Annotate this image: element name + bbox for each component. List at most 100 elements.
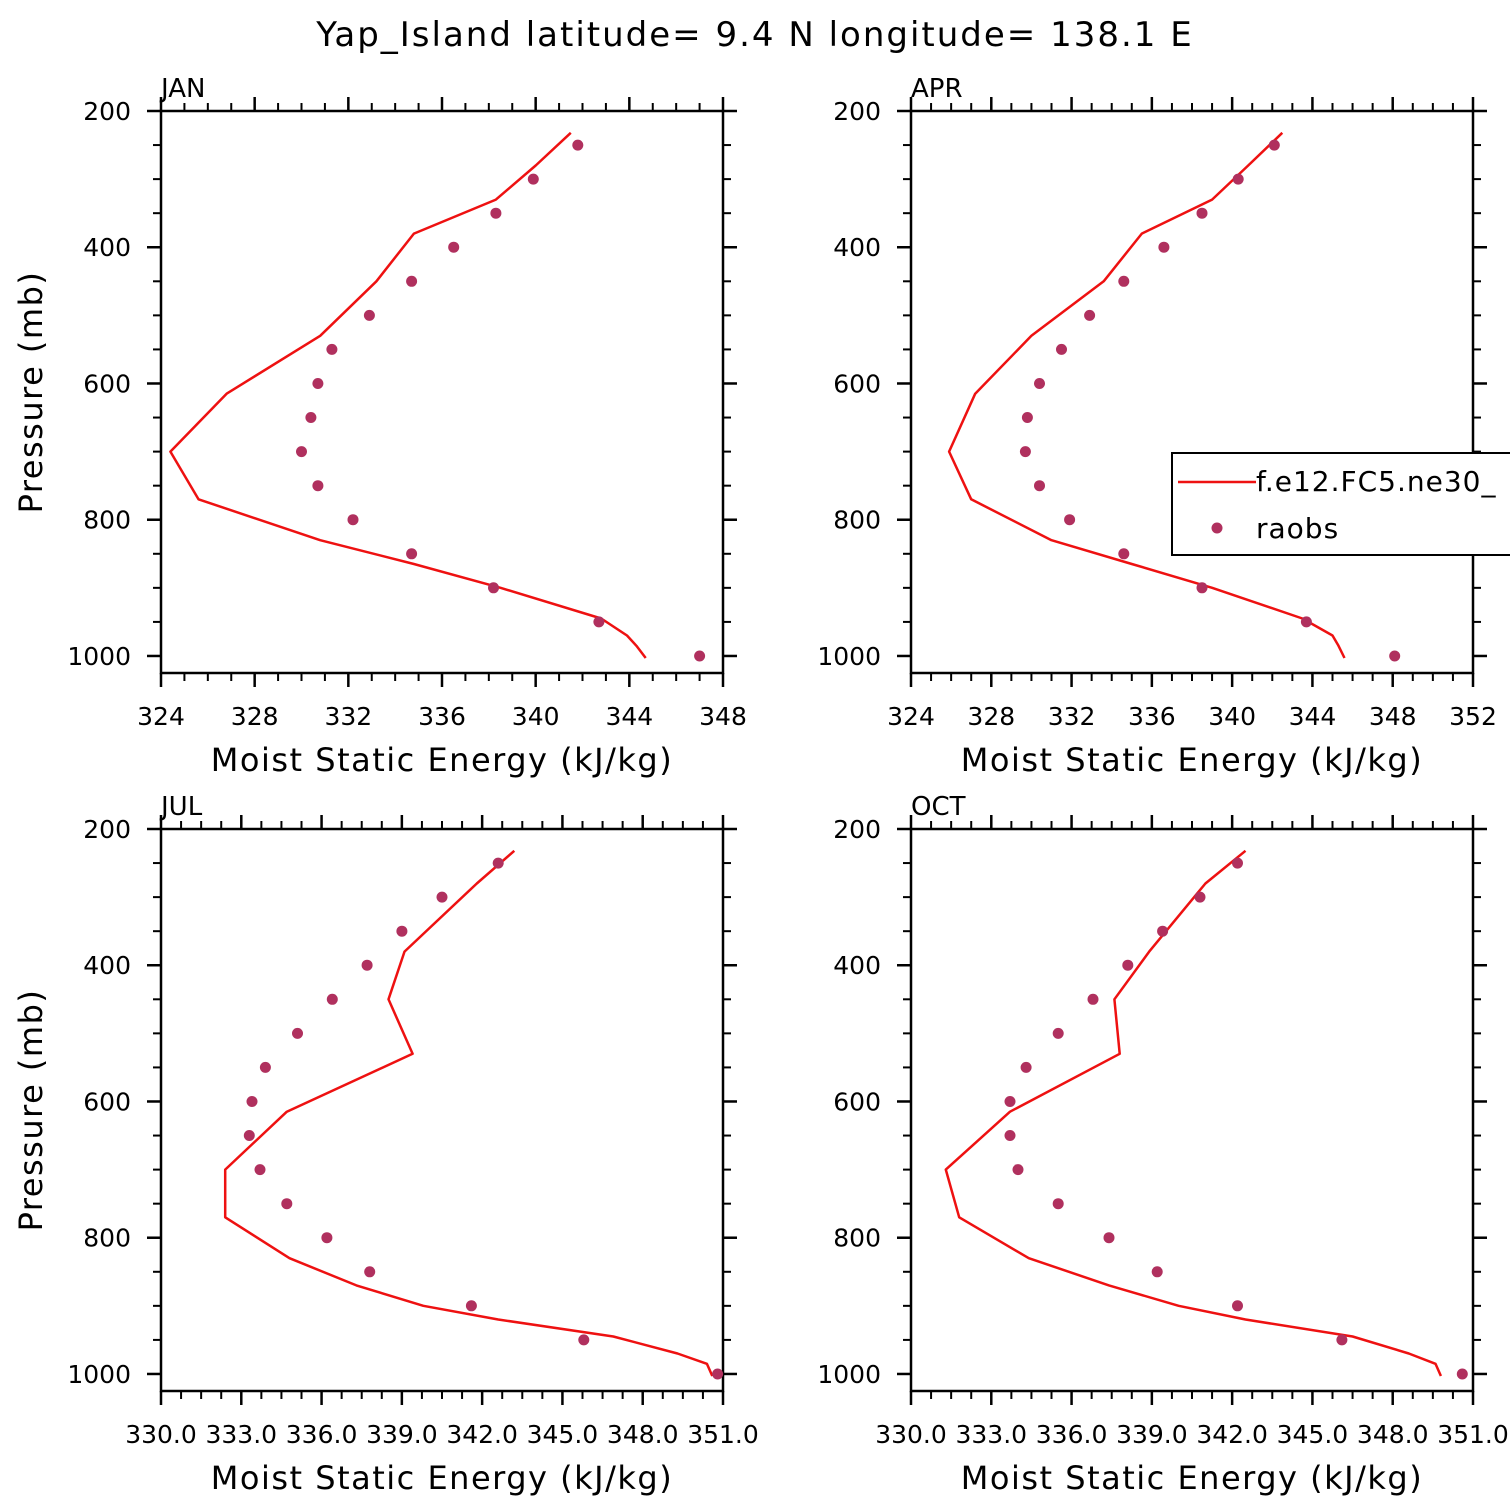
raobs-point — [281, 1198, 293, 1210]
legend-label-model: f.e12.FC5.ne30_ — [1256, 465, 1496, 498]
x-tick-label: 345.0 — [1277, 1420, 1349, 1449]
y-tick-label: 200 — [83, 97, 131, 126]
x-tick-label: 340 — [1208, 702, 1256, 731]
y-axis-label: Pressure (mb) — [12, 271, 50, 514]
raobs-point — [312, 378, 324, 389]
raobs-point — [246, 1096, 258, 1107]
raobs-point — [1300, 616, 1312, 628]
raobs-point — [347, 514, 359, 526]
raobs-point — [694, 650, 706, 662]
model-series-line — [944, 849, 1443, 1377]
x-axis-label: Moist Static Energy (kJ/kg) — [961, 741, 1423, 779]
x-tick-label: 351.0 — [1437, 1420, 1509, 1449]
x-tick-label: 336 — [1128, 702, 1176, 731]
raobs-point — [712, 1368, 724, 1380]
panel-title: OCT — [911, 792, 966, 822]
x-tick-label: 348.0 — [1357, 1420, 1429, 1449]
raobs-point — [1004, 1096, 1016, 1107]
y-tick-label: 200 — [83, 815, 131, 844]
y-tick-label: 200 — [833, 815, 881, 844]
raobs-point — [1196, 582, 1208, 594]
x-axis-label: Moist Static Energy (kJ/kg) — [211, 741, 673, 779]
raobs-point — [1087, 993, 1099, 1005]
raobs-point — [406, 548, 418, 560]
y-tick-label: 600 — [83, 1087, 131, 1116]
y-tick-label: 1000 — [67, 642, 131, 671]
raobs-point — [492, 857, 504, 869]
raobs-point — [243, 1130, 255, 1141]
legend-box — [1171, 452, 1510, 556]
y-tick-label: 200 — [833, 97, 881, 126]
raobs-point — [1157, 925, 1169, 937]
y-axis-label: Pressure (mb) — [12, 989, 50, 1232]
raobs-point — [259, 1061, 271, 1073]
panel-jan: JAN 324 328 332 336 340 344 348 200 400 600 800 1000… — [12, 74, 747, 779]
x-tick-label: 333.0 — [205, 1420, 277, 1449]
panel-jul: JUL 330.0 333.0 336.0 339.0 342.0 345.0 348.0 35… — [12, 792, 759, 1497]
x-tick-label: 324 — [887, 702, 935, 731]
raobs-point — [465, 1300, 477, 1312]
raobs-point — [448, 241, 460, 253]
plot-frame — [909, 827, 1475, 1393]
raobs-point — [1019, 446, 1031, 458]
y-tick-label: 400 — [83, 233, 131, 262]
raobs-point — [1232, 857, 1243, 869]
raobs-point — [363, 309, 375, 321]
x-tick-label: 342.0 — [446, 1420, 518, 1449]
raobs-point — [593, 616, 605, 628]
x-tick-label: 330.0 — [125, 1420, 197, 1449]
x-tick-label: 324 — [137, 702, 185, 731]
plot-frame — [159, 109, 725, 675]
x-axis-label: Moist Static Energy (kJ/kg) — [211, 1459, 673, 1497]
raobs-point — [305, 412, 317, 423]
x-axis-label: Moist Static Energy (kJ/kg) — [961, 1459, 1423, 1497]
raobs-point — [1232, 1300, 1243, 1312]
figure-title: Yap_Island latitude= 9.4 N longitude= 13… — [315, 15, 1193, 55]
y-tick-label: 600 — [83, 369, 131, 398]
raobs-point — [326, 993, 338, 1005]
y-tick-label: 400 — [833, 951, 881, 980]
raobs-point — [1118, 548, 1130, 560]
y-tick-label: 600 — [833, 1087, 881, 1116]
raobs-point — [1034, 480, 1045, 492]
model-series-line — [947, 131, 1346, 659]
raobs-point — [1389, 650, 1401, 662]
x-tick-label: 344 — [605, 702, 653, 731]
panel-title: JAN — [159, 74, 205, 104]
raobs-point — [1158, 241, 1170, 253]
raobs-point — [1012, 1164, 1024, 1176]
model-series-line — [223, 849, 714, 1377]
x-tick-label: 336.0 — [1036, 1420, 1108, 1449]
x-tick-label: 330.0 — [875, 1420, 947, 1449]
raobs-point — [254, 1164, 266, 1176]
raobs-point — [1232, 173, 1244, 185]
panels: JAN 324 328 332 336 340 344 348 200 400 600 800 1000… — [12, 74, 1509, 1497]
raobs-point — [1196, 207, 1208, 219]
raobs-point — [1336, 1334, 1348, 1346]
x-tick-label: 328 — [231, 702, 279, 731]
raobs-point — [326, 343, 338, 355]
x-tick-label: 344 — [1289, 702, 1337, 731]
x-tick-label: 345.0 — [527, 1420, 599, 1449]
raobs-point — [1118, 275, 1130, 287]
x-tick-label: 342.0 — [1196, 1420, 1268, 1449]
y-tick-label: 800 — [83, 506, 131, 535]
y-tick-label: 800 — [833, 506, 881, 535]
plot-frame — [159, 827, 725, 1393]
raobs-point — [361, 959, 373, 971]
y-tick-label: 1000 — [817, 1360, 881, 1389]
raobs-point — [1021, 412, 1033, 423]
raobs-point — [364, 1266, 376, 1278]
legend: f.e12.FC5.ne30_raobs — [1171, 452, 1510, 556]
raobs-point — [1020, 1061, 1032, 1073]
raobs-point — [436, 891, 448, 903]
x-tick-label: 332 — [324, 702, 372, 731]
raobs-point — [292, 1027, 303, 1039]
raobs-point — [1064, 514, 1076, 526]
panel-title: JUL — [159, 792, 203, 822]
raobs-point — [527, 173, 539, 185]
y-tick-label: 800 — [83, 1224, 131, 1253]
raobs-point — [396, 925, 408, 937]
legend-marker-swatch — [1211, 522, 1223, 534]
